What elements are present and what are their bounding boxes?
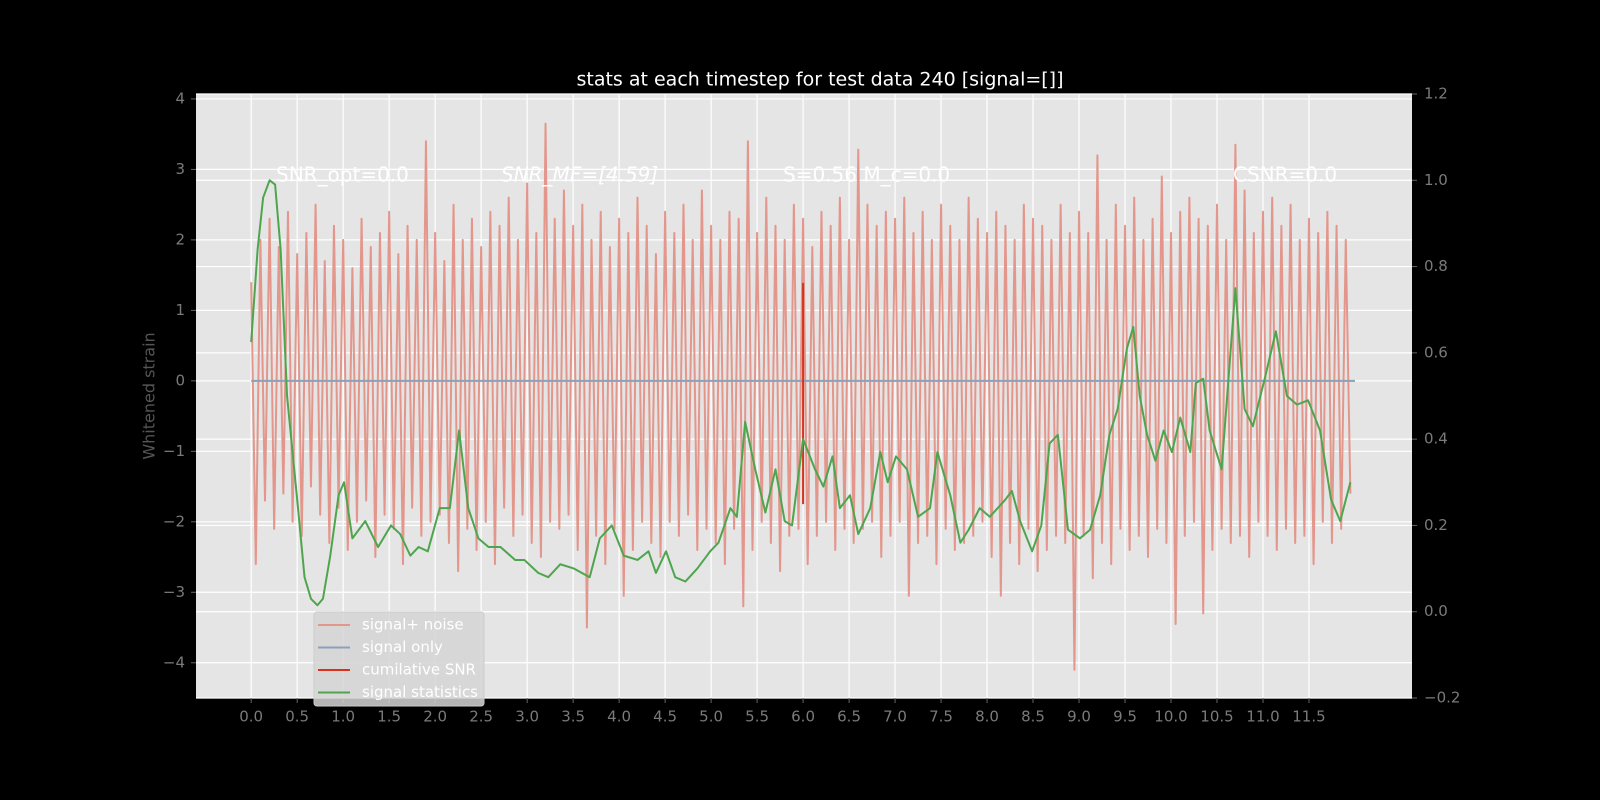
y2-tick-label: 1.0 [1424, 171, 1448, 189]
y-tick-label: 1 [175, 301, 185, 319]
x-tick-label: 3.5 [561, 708, 585, 726]
x-tick-label: 1.5 [377, 708, 401, 726]
y2-tick-label: 0.0 [1424, 602, 1448, 620]
legend-label: signal only [362, 638, 443, 656]
y2-tick-label: 0.8 [1424, 257, 1448, 275]
y2-tick-label: 0.2 [1424, 516, 1448, 534]
legend-label: signal statistics [362, 683, 478, 701]
axes: 0.0 0.5 1.0 1.5 2.0 2.5 3.0 3.5 4.0 4.5 5.0 5.5 6.0 6… [163, 85, 1461, 726]
y2-tick-label: 0.6 [1424, 343, 1448, 361]
x-tick-label: 3.0 [515, 708, 539, 726]
legend-label: signal+ noise [362, 616, 464, 634]
series-line [250, 179, 1352, 607]
y-tick-label: −2 [163, 512, 185, 530]
annotations: SNR_opt=0.0 SNR_MF=[4.59] S=0.56 M_c=0.0… [276, 163, 1337, 187]
legend-label: cumilative SNR [362, 661, 476, 679]
y2-tick-label: −0.2 [1424, 689, 1460, 707]
chart-title: stats at each timestep for test data 240… [576, 69, 1063, 91]
x-tick-label: 6.0 [791, 708, 815, 726]
x-tick-label: 11.0 [1246, 708, 1279, 726]
x-tick-label: 2.5 [469, 708, 493, 726]
x-tick-label: 9.5 [1113, 708, 1137, 726]
x-tick-label: 11.5 [1292, 708, 1325, 726]
y-tick-label: −1 [163, 442, 185, 460]
x-tick-label: 7.0 [883, 708, 907, 726]
y-tick-label: 3 [175, 160, 185, 178]
x-tick-label: 10.5 [1200, 708, 1233, 726]
legend: signal+ noise signal only cumilative SNR si… [313, 611, 485, 707]
annotation: CSNR=0.0 [1233, 163, 1337, 187]
y-axis-label: Whitened strain [140, 332, 159, 459]
y-tick-label: 2 [175, 230, 185, 248]
y-tick-label: 0 [175, 371, 185, 389]
annotation: SNR_opt=0.0 [276, 163, 409, 187]
series-line [250, 122, 1352, 671]
x-tick-label: 5.5 [745, 708, 769, 726]
x-tick-label: 8.5 [1021, 708, 1045, 726]
y-tick-label: 4 [175, 89, 185, 107]
x-tick-label: 0.5 [285, 708, 309, 726]
x-tick-label: 2.0 [423, 708, 447, 726]
x-tick-label: 1.0 [331, 708, 355, 726]
y-tick-label: −3 [163, 583, 185, 601]
x-tick-label: 10.0 [1154, 708, 1187, 726]
x-tick-label: 4.5 [653, 708, 677, 726]
y-tick-label: −4 [163, 653, 185, 671]
legend-box [313, 611, 485, 707]
x-tick-label: 9.0 [1067, 708, 1091, 726]
x-tick-label: 0.0 [239, 708, 263, 726]
series-layer [250, 122, 1355, 671]
x-tick-label: 8.0 [975, 708, 999, 726]
y2-tick-label: 0.4 [1424, 430, 1448, 448]
annotation: S=0.56 M_c=0.0 [783, 163, 950, 187]
y2-tick-label: 1.2 [1424, 85, 1448, 103]
x-tick-label: 4.0 [607, 708, 631, 726]
x-tick-label: 6.5 [837, 708, 861, 726]
x-tick-label: 7.5 [929, 708, 953, 726]
annotation: SNR_MF=[4.59] [501, 163, 658, 187]
x-tick-label: 5.0 [699, 708, 723, 726]
